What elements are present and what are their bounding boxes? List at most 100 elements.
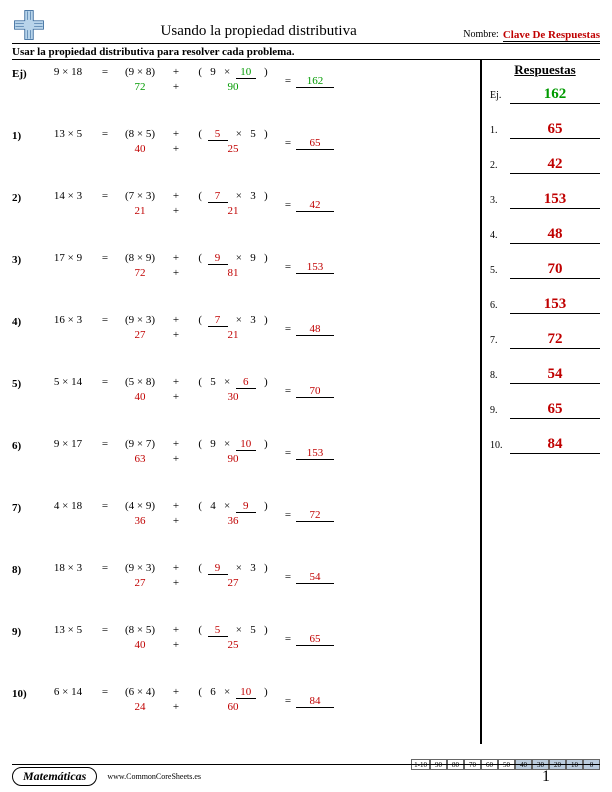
answer-value: 65: [510, 401, 600, 419]
partial2: 25: [186, 143, 280, 155]
term2: ( 5 × 6 ): [186, 376, 280, 389]
answers-column: Respuestas Ej.1621.652.423.1534.485.706.…: [482, 60, 600, 744]
answer-label: 9.: [490, 405, 510, 416]
term2: ( 9 × 10 ): [186, 66, 280, 79]
term1: (5 × 8): [114, 376, 166, 388]
answer-label: 4.: [490, 230, 510, 241]
answer-row: 6.153: [490, 296, 600, 314]
problem-row: 10)6 × 14=(6 × 4)+( 6 × 10 )=84..24+60..: [12, 682, 474, 744]
term1: (9 × 3): [114, 562, 166, 574]
problem-number: 10): [12, 686, 40, 700]
partial1: 40: [114, 391, 166, 403]
partial2: 27: [186, 577, 280, 589]
term1: (9 × 7): [114, 438, 166, 450]
partial2: 30: [186, 391, 280, 403]
answer-label: 5.: [490, 265, 510, 276]
problem-number: 3): [12, 252, 40, 266]
instructions: Usar la propiedad distributiva para reso…: [12, 44, 600, 60]
answer-row: 1.65: [490, 121, 600, 139]
answer-row: 2.42: [490, 156, 600, 174]
lhs: 13 × 5: [40, 128, 96, 140]
result: 42: [296, 199, 334, 212]
lhs: 17 × 9: [40, 252, 96, 264]
lhs: 14 × 3: [40, 190, 96, 202]
answer-row: 3.153: [490, 191, 600, 209]
problem-row: 8)18 × 3=(9 × 3)+( 9 × 3 )=54..27+27..: [12, 558, 474, 620]
term1: (6 × 4): [114, 686, 166, 698]
answer-value: 153: [510, 296, 600, 314]
problem-number: 2): [12, 190, 40, 204]
answer-label: 1.: [490, 125, 510, 136]
problem-row: 1)13 × 5=(8 × 5)+( 5 × 5 )=65..40+25..: [12, 124, 474, 186]
lhs: 9 × 17: [40, 438, 96, 450]
problem-row: 9)13 × 5=(8 × 5)+( 5 × 5 )=65..40+25..: [12, 620, 474, 682]
result: 70: [296, 385, 334, 398]
problems-area: Ej)9 × 18=(9 × 8)+( 9 × 10 )=162..72+90.…: [12, 60, 482, 744]
partial1: 40: [114, 143, 166, 155]
problem-number: Ej): [12, 66, 40, 80]
term2: ( 9 × 9 ): [186, 252, 280, 265]
term2: ( 7 × 3 ): [186, 190, 280, 203]
answer-value: 153: [510, 191, 600, 209]
answer-row: 8.54: [490, 366, 600, 384]
partial1: 63: [114, 453, 166, 465]
partial1: 72: [114, 81, 166, 93]
partial2: 36: [186, 515, 280, 527]
answers-title: Respuestas: [490, 62, 600, 78]
answer-row: 5.70: [490, 261, 600, 279]
answer-row: 7.72: [490, 331, 600, 349]
result: 65: [296, 137, 334, 150]
footer: Matemáticas www.CommonCoreSheets.es 1: [12, 764, 600, 786]
answer-value: 54: [510, 366, 600, 384]
problem-row: 6)9 × 17=(9 × 7)+( 9 × 10 )=153..63+90..: [12, 434, 474, 496]
result: 153: [296, 261, 334, 274]
answer-value: 162: [510, 86, 600, 104]
answer-label: Ej.: [490, 90, 510, 101]
answer-value: 84: [510, 436, 600, 454]
term1: (8 × 9): [114, 252, 166, 264]
term2: ( 5 × 5 ): [186, 128, 280, 141]
answer-row: 4.48: [490, 226, 600, 244]
answer-value: 42: [510, 156, 600, 174]
partial1: 24: [114, 701, 166, 713]
answer-value: 48: [510, 226, 600, 244]
partial2: 21: [186, 205, 280, 217]
plus-logo-icon: [12, 8, 46, 42]
partial1: 21: [114, 205, 166, 217]
partial2: 60: [186, 701, 280, 713]
answer-value: 65: [510, 121, 600, 139]
partial2: 90: [186, 81, 280, 93]
partial2: 90: [186, 453, 280, 465]
lhs: 13 × 5: [40, 624, 96, 636]
term1: (9 × 8): [114, 66, 166, 78]
partial1: 36: [114, 515, 166, 527]
term2: ( 5 × 5 ): [186, 624, 280, 637]
result: 65: [296, 633, 334, 646]
partial1: 72: [114, 267, 166, 279]
problem-row: 7)4 × 18=(4 × 9)+( 4 × 9 )=72..36+36..: [12, 496, 474, 558]
term2: ( 9 × 10 ): [186, 438, 280, 451]
result: 162: [296, 75, 334, 88]
answer-row: 9.65: [490, 401, 600, 419]
term1: (8 × 5): [114, 624, 166, 636]
problem-row: 4)16 × 3=(9 × 3)+( 7 × 3 )=48..27+21..: [12, 310, 474, 372]
term2: ( 6 × 10 ): [186, 686, 280, 699]
result: 48: [296, 323, 334, 336]
site-url: www.CommonCoreSheets.es: [107, 772, 542, 781]
answer-value: 70: [510, 261, 600, 279]
problem-row: 2)14 × 3=(7 × 3)+( 7 × 3 )=42..21+21..: [12, 186, 474, 248]
answer-label: 2.: [490, 160, 510, 171]
partial2: 81: [186, 267, 280, 279]
answer-row: 10.84: [490, 436, 600, 454]
problem-number: 8): [12, 562, 40, 576]
problem-number: 7): [12, 500, 40, 514]
partial1: 40: [114, 639, 166, 651]
worksheet-header: Usando la propiedad distributiva Nombre:…: [12, 8, 600, 44]
lhs: 16 × 3: [40, 314, 96, 326]
answer-label: 7.: [490, 335, 510, 346]
term1: (9 × 3): [114, 314, 166, 326]
lhs: 9 × 18: [40, 66, 96, 78]
answer-label: 8.: [490, 370, 510, 381]
name-value: Clave De Respuestas: [503, 29, 600, 42]
answer-value: 72: [510, 331, 600, 349]
